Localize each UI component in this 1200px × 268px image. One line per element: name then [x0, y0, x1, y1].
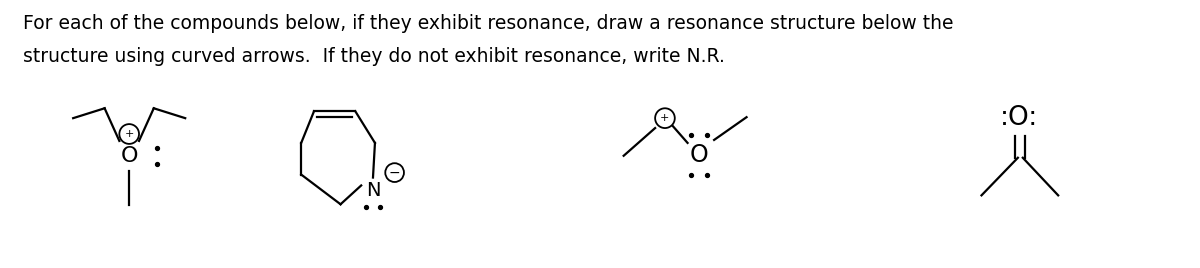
Text: :O:: :O:	[1000, 105, 1038, 131]
Text: +: +	[125, 129, 134, 139]
Text: For each of the compounds below, if they exhibit resonance, draw a resonance str: For each of the compounds below, if they…	[23, 14, 954, 33]
Text: −: −	[389, 166, 401, 180]
Text: N: N	[366, 181, 380, 200]
Text: +: +	[660, 113, 670, 123]
Text: O: O	[120, 146, 138, 166]
Text: structure using curved arrows.  If they do not exhibit resonance, write N.R.: structure using curved arrows. If they d…	[23, 47, 725, 66]
Text: O: O	[690, 143, 709, 167]
